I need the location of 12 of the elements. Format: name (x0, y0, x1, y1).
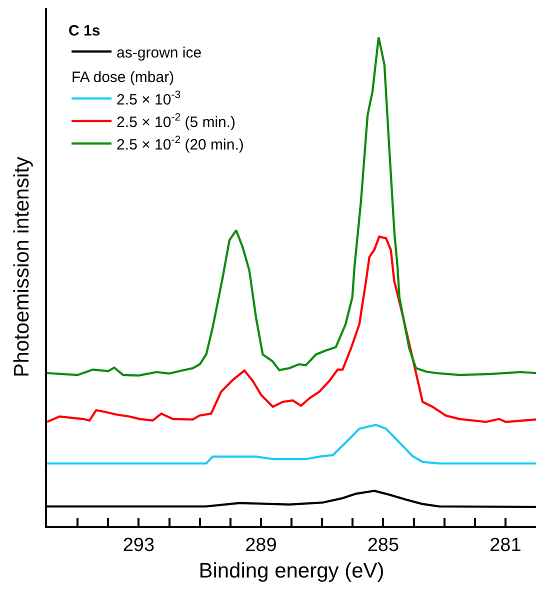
legend-label: 2.5 × 10$^{-2}$ (20 min.) (116, 134, 244, 154)
legend-label: 2.5 × 10$^{-2}$ (5 min.) (116, 112, 236, 131)
annotation: FA dose (mbar) (72, 68, 174, 86)
legend-label: as-grown ice (116, 44, 202, 62)
x-tick-label: 285 (367, 534, 400, 556)
x-tick-label: 289 (245, 534, 277, 556)
y-axis-title: Photoemission intensity (10, 156, 34, 378)
legend-label: 2.5 × 10$^{-3}$ (116, 89, 181, 108)
legend-title: C 1s (68, 22, 100, 40)
x-tick-label: 281 (490, 534, 522, 556)
x-tick-label: 293 (122, 534, 155, 556)
x-axis-title: Binding energy (eV) (198, 560, 384, 582)
